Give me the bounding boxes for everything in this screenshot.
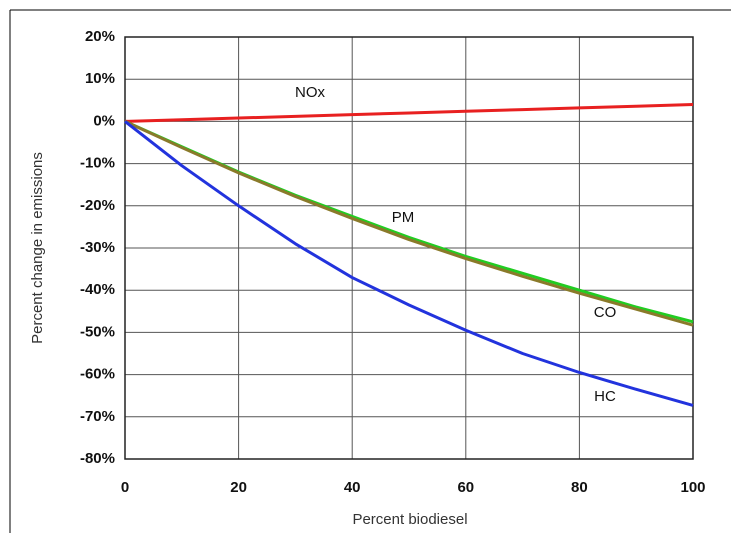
y-tick-label: -10% (80, 155, 115, 172)
y-tick-label: -50% (80, 323, 115, 340)
y-tick-label: -30% (80, 239, 115, 256)
y-tick-label: 10% (85, 70, 115, 87)
y-axis-title: Percent change in emissions (29, 152, 46, 344)
series-label: HC (594, 388, 616, 405)
x-tick-label: 40 (344, 479, 361, 496)
x-tick-label: 100 (680, 479, 705, 496)
x-tick-label: 80 (571, 479, 588, 496)
chart: Percent biodiesel Percent change in emis… (0, 0, 731, 533)
y-tick-label: -40% (80, 281, 115, 298)
y-tick-label: -60% (80, 366, 115, 383)
x-tick-label: 60 (457, 479, 474, 496)
y-tick-label: -70% (80, 408, 115, 425)
y-tick-label: 0% (93, 112, 115, 129)
y-tick-label: 20% (85, 28, 115, 45)
y-tick-label: -20% (80, 197, 115, 214)
series-label: PM (392, 209, 415, 226)
y-tick-label: -80% (80, 450, 115, 467)
x-tick-label: 0 (121, 479, 129, 496)
series-label: NOx (295, 84, 326, 101)
x-axis-title: Percent biodiesel (352, 511, 467, 528)
x-tick-label: 20 (230, 479, 247, 496)
series-label: CO (594, 304, 617, 321)
